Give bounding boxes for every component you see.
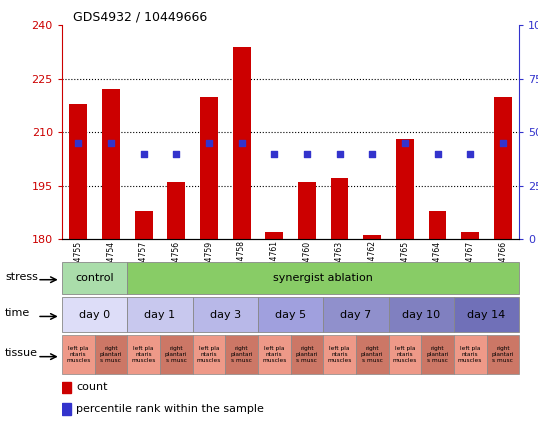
Text: synergist ablation: synergist ablation — [273, 273, 373, 283]
Point — [400, 140, 409, 146]
Text: time: time — [5, 308, 30, 318]
Bar — [396, 139, 414, 239]
Point — [237, 140, 246, 146]
Point — [172, 150, 180, 157]
Bar — [134, 211, 152, 239]
Text: left pla
ntaris
muscles: left pla ntaris muscles — [131, 346, 155, 363]
Bar — [461, 232, 479, 239]
Bar — [62, 335, 95, 374]
Bar — [127, 262, 519, 294]
Point — [466, 150, 475, 157]
Bar — [102, 90, 120, 239]
Bar — [193, 297, 258, 332]
Bar — [291, 335, 323, 374]
Bar — [454, 297, 519, 332]
Bar — [494, 96, 512, 239]
Bar — [127, 297, 193, 332]
Text: tissue: tissue — [5, 348, 38, 358]
Bar — [62, 297, 127, 332]
Text: right
plantari
s musc: right plantari s musc — [100, 346, 122, 363]
Bar — [69, 104, 87, 239]
Bar — [429, 211, 447, 239]
Bar — [127, 335, 160, 374]
Text: control: control — [75, 273, 114, 283]
Point — [302, 150, 311, 157]
Point — [270, 150, 279, 157]
Point — [433, 150, 442, 157]
Text: left pla
ntaris
muscles: left pla ntaris muscles — [393, 346, 417, 363]
Bar — [167, 182, 185, 239]
Bar — [160, 335, 193, 374]
Text: left pla
ntaris
muscles: left pla ntaris muscles — [327, 346, 352, 363]
Text: right
plantari
s musc: right plantari s musc — [492, 346, 514, 363]
Text: stress: stress — [5, 272, 38, 282]
Bar — [200, 96, 218, 239]
Text: right
plantari
s musc: right plantari s musc — [295, 346, 318, 363]
Text: day 5: day 5 — [275, 310, 306, 320]
Bar — [265, 232, 283, 239]
Bar — [258, 297, 323, 332]
Text: day 14: day 14 — [468, 310, 506, 320]
Text: count: count — [76, 382, 108, 393]
Text: right
plantari
s musc: right plantari s musc — [230, 346, 253, 363]
Bar — [388, 297, 454, 332]
Point — [74, 140, 82, 146]
Point — [499, 140, 507, 146]
Text: day 1: day 1 — [144, 310, 175, 320]
Text: percentile rank within the sample: percentile rank within the sample — [76, 404, 264, 414]
Point — [204, 140, 213, 146]
Bar — [330, 179, 349, 239]
Bar — [62, 262, 127, 294]
Text: right
plantari
s musc: right plantari s musc — [426, 346, 449, 363]
Bar — [193, 335, 225, 374]
Text: day 10: day 10 — [402, 310, 440, 320]
Bar — [232, 47, 251, 239]
Bar — [95, 335, 127, 374]
Text: day 0: day 0 — [79, 310, 110, 320]
Bar — [225, 335, 258, 374]
Bar — [486, 335, 519, 374]
Text: right
plantari
s musc: right plantari s musc — [165, 346, 187, 363]
Text: GDS4932 / 10449666: GDS4932 / 10449666 — [73, 10, 207, 23]
Bar — [258, 335, 291, 374]
Bar — [356, 335, 388, 374]
Text: left pla
ntaris
muscles: left pla ntaris muscles — [66, 346, 90, 363]
Bar — [454, 335, 486, 374]
Bar — [323, 335, 356, 374]
Text: left pla
ntaris
muscles: left pla ntaris muscles — [262, 346, 286, 363]
Text: day 3: day 3 — [210, 310, 240, 320]
Bar — [298, 182, 316, 239]
Point — [335, 150, 344, 157]
Point — [368, 150, 377, 157]
Text: right
plantari
s musc: right plantari s musc — [361, 346, 384, 363]
Text: left pla
ntaris
muscles: left pla ntaris muscles — [458, 346, 483, 363]
Text: day 7: day 7 — [340, 310, 371, 320]
Bar — [421, 335, 454, 374]
Bar — [323, 297, 388, 332]
Bar — [388, 335, 421, 374]
Text: left pla
ntaris
muscles: left pla ntaris muscles — [197, 346, 221, 363]
Bar — [62, 403, 72, 415]
Point — [107, 140, 115, 146]
Point — [139, 150, 148, 157]
Bar — [62, 382, 72, 393]
Bar — [363, 236, 381, 239]
